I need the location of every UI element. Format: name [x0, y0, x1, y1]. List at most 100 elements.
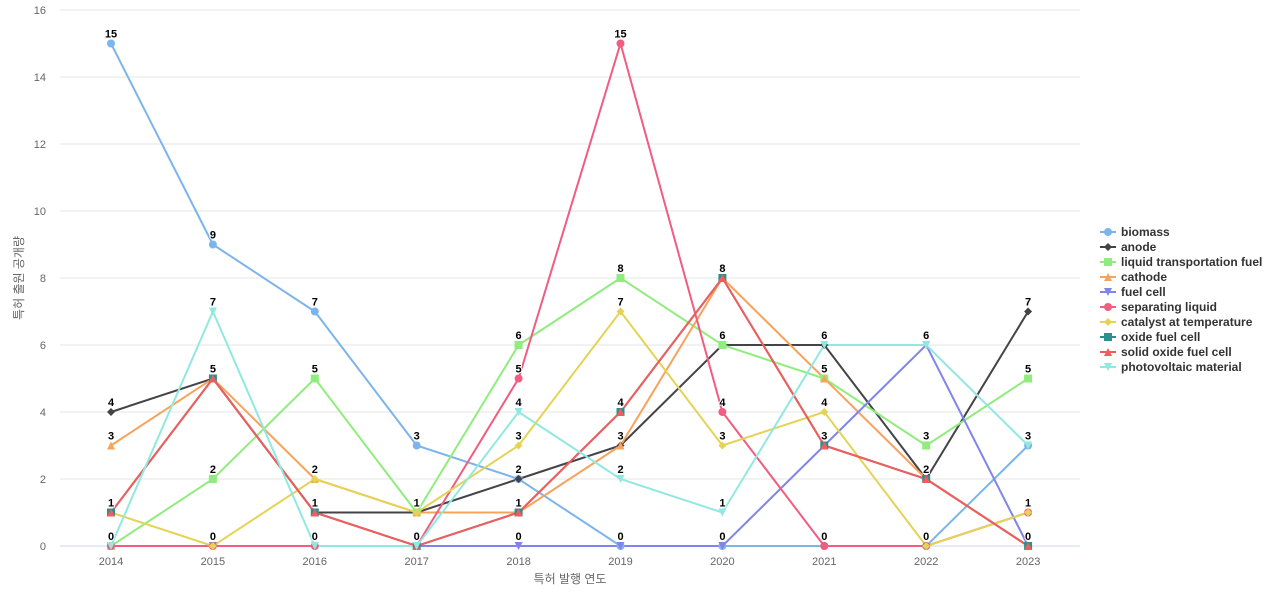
legend-item[interactable]: liquid transportation fuel — [1100, 254, 1262, 269]
data-point[interactable] — [107, 408, 115, 416]
x-tick-label: 2019 — [608, 556, 632, 568]
data-point[interactable] — [922, 542, 931, 550]
data-point[interactable] — [310, 542, 319, 550]
legend-marker[interactable] — [1104, 287, 1112, 296]
x-tick-label: 2023 — [1016, 556, 1040, 568]
data-point[interactable] — [922, 341, 931, 349]
data-point[interactable] — [616, 542, 625, 550]
data-point[interactable] — [1024, 441, 1033, 450]
data-point[interactable] — [616, 39, 625, 48]
data-point[interactable] — [208, 240, 217, 249]
data-label: 4 — [617, 397, 624, 409]
data-point[interactable] — [310, 508, 319, 517]
legend-marker[interactable] — [1104, 302, 1112, 311]
data-point[interactable] — [616, 441, 625, 450]
data-point[interactable] — [208, 542, 217, 550]
data-point[interactable] — [820, 408, 829, 416]
data-point[interactable] — [1024, 508, 1033, 517]
data-label: 6 — [516, 330, 522, 342]
data-point[interactable] — [514, 542, 523, 550]
legend-marker[interactable] — [1104, 257, 1112, 266]
y-tick-label: 2 — [40, 474, 46, 486]
data-point[interactable] — [412, 441, 421, 450]
legend-item[interactable]: fuel cell — [1100, 284, 1262, 299]
data-point[interactable] — [820, 542, 829, 550]
data-point[interactable] — [514, 475, 523, 483]
data-point[interactable] — [514, 441, 523, 450]
data-label: 1 — [312, 498, 318, 510]
legend-marker[interactable] — [1104, 272, 1112, 281]
data-label: 0 — [617, 531, 623, 543]
legend-marker[interactable] — [1104, 347, 1112, 356]
series-line-biomass[interactable] — [110, 43, 1029, 547]
data-label: 3 — [719, 431, 725, 443]
legend-item[interactable]: cathode — [1100, 269, 1262, 284]
legend-item[interactable]: photovoltaic material — [1100, 359, 1262, 374]
data-point[interactable] — [514, 408, 523, 416]
data-point[interactable] — [718, 341, 727, 349]
data-point[interactable] — [514, 508, 523, 517]
data-point[interactable] — [922, 441, 931, 450]
data-point[interactable] — [1024, 542, 1033, 550]
data-label: 4 — [719, 397, 726, 409]
legend-item[interactable]: catalyst at temperature — [1100, 314, 1262, 329]
data-point[interactable] — [616, 307, 625, 316]
data-point[interactable] — [718, 408, 727, 416]
data-label: 15 — [105, 29, 117, 41]
data-point[interactable] — [718, 542, 727, 550]
legend-marker[interactable] — [1104, 332, 1112, 341]
data-label: 1 — [719, 498, 725, 510]
data-label: 7 — [1025, 297, 1031, 309]
legend-marker[interactable] — [1104, 317, 1112, 326]
data-point[interactable] — [820, 341, 829, 349]
data-point[interactable] — [208, 307, 217, 316]
data-label: 0 — [821, 531, 827, 543]
legend-symbol-icon — [1100, 242, 1116, 251]
data-point[interactable] — [718, 441, 727, 450]
series-line-separating-liquid[interactable] — [111, 39, 1029, 547]
legend-symbol-icon — [1100, 302, 1116, 311]
data-point[interactable] — [922, 475, 931, 483]
legend-marker[interactable] — [1104, 227, 1112, 236]
series-line-catalyst-at-temperature[interactable] — [110, 309, 1029, 548]
data-point[interactable] — [820, 441, 829, 450]
data-point[interactable] — [107, 508, 115, 517]
data-point[interactable] — [616, 475, 625, 483]
legend-symbol-icon — [1100, 287, 1116, 296]
legend-item[interactable]: anode — [1100, 239, 1262, 254]
data-label: 5 — [1025, 364, 1031, 376]
legend-item[interactable]: separating liquid — [1100, 299, 1262, 314]
legend-marker[interactable] — [1104, 242, 1112, 251]
data-point[interactable] — [107, 542, 115, 550]
data-label: 5 — [210, 364, 216, 376]
data-label: 2 — [516, 464, 522, 476]
data-point[interactable] — [310, 475, 319, 483]
data-point[interactable] — [1024, 307, 1033, 316]
legend-item[interactable]: biomass — [1100, 224, 1262, 239]
data-point[interactable] — [616, 274, 625, 282]
legend-label: photovoltaic material — [1121, 359, 1242, 374]
legend-item[interactable]: oxide fuel cell — [1100, 329, 1262, 344]
series-line-solid-oxide-fuel-cell[interactable] — [110, 276, 1029, 548]
data-point[interactable] — [616, 408, 625, 416]
data-point[interactable] — [107, 39, 115, 48]
data-point[interactable] — [310, 307, 319, 316]
legend-item[interactable]: solid oxide fuel cell — [1100, 344, 1262, 359]
y-axis-title: 특허 출원 공개량 — [12, 236, 26, 320]
data-point[interactable] — [820, 374, 829, 383]
data-point[interactable] — [310, 374, 319, 383]
data-point[interactable] — [208, 475, 217, 483]
data-point[interactable] — [514, 341, 523, 349]
x-tick-label: 2018 — [506, 556, 530, 568]
data-point[interactable] — [412, 508, 421, 517]
data-point[interactable] — [412, 542, 421, 550]
data-point[interactable] — [107, 441, 115, 450]
data-point[interactable] — [718, 274, 727, 282]
data-point[interactable] — [208, 374, 217, 383]
legend-marker[interactable] — [1104, 362, 1112, 371]
legend-label: solid oxide fuel cell — [1121, 344, 1232, 359]
data-point[interactable] — [514, 374, 523, 383]
data-point[interactable] — [718, 508, 727, 517]
data-point[interactable] — [1024, 374, 1033, 383]
series-line-photovoltaic-material[interactable] — [110, 308, 1029, 547]
